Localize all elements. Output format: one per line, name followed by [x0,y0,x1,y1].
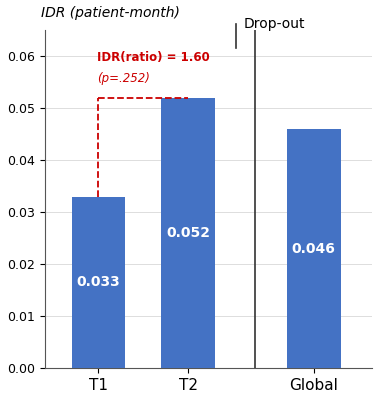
Text: Drop-out: Drop-out [244,17,305,31]
Text: 0.046: 0.046 [292,242,336,256]
Text: 0.052: 0.052 [166,226,210,240]
Text: 0.033: 0.033 [77,276,121,290]
Bar [72,197,125,368]
Text: IDR (patient-month): IDR (patient-month) [41,6,180,20]
Text: IDR(ratio) = 1.60: IDR(ratio) = 1.60 [97,51,210,64]
Bar [287,129,341,368]
Text: (p=.252): (p=.252) [97,72,150,85]
Bar [161,98,215,368]
